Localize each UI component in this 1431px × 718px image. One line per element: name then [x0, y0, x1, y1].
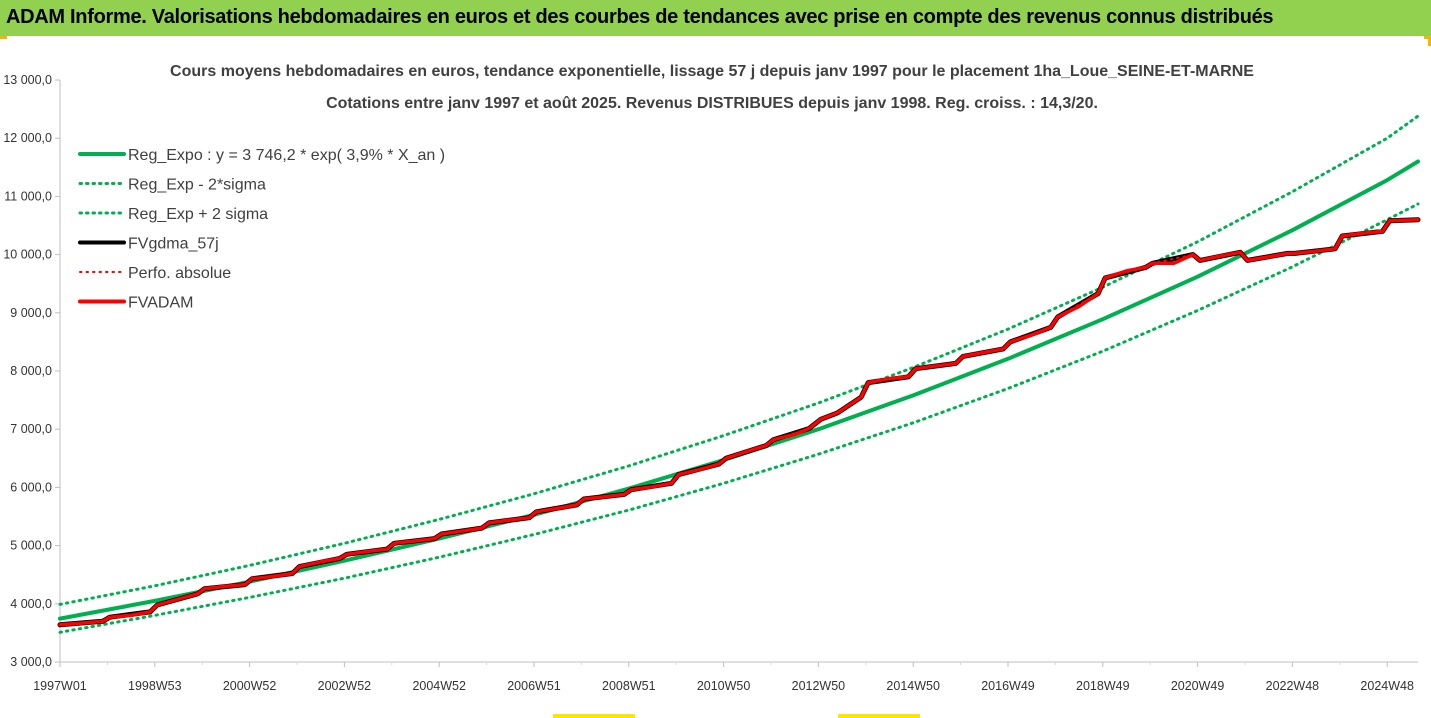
x-tick-label: 2000W52: [223, 679, 277, 693]
x-tick-label: 2016W49: [981, 679, 1035, 693]
page-title: ADAM Informe. Valorisations hebdomadaire…: [6, 6, 1274, 28]
perfo-absolue-line: [59, 218, 1419, 626]
reg-exp-plus-2sigma-line: [58, 114, 1420, 606]
legend-fvgdma-57j-label: FVgdma_57j: [128, 236, 219, 253]
selection-handle: [838, 714, 920, 718]
header-banner: ADAM Informe. Valorisations hebdomadaire…: [0, 0, 1431, 36]
y-tick-label: 4 000,0: [10, 597, 52, 611]
x-tick-label: 2022W48: [1266, 679, 1320, 693]
x-tick-label: 2006W51: [507, 679, 561, 693]
y-tick-label: 8 000,0: [10, 364, 52, 378]
chart-legend: Reg_Expo : y = 3 746,2 * exp( 3,9% * X_a…: [78, 147, 445, 312]
reg-exp-minus-2sigma-line: [58, 202, 1420, 634]
y-tick-label: 3 000,0: [10, 655, 52, 669]
y-tick-label: 11 000,0: [4, 189, 52, 203]
chart-axes: 3 000,0 4 000,0 5 000,0 6 000,0 7 000,0 8 000…: [3, 73, 1418, 693]
corner-accent-right: [1424, 36, 1431, 39]
x-tick-label: 2002W52: [318, 679, 372, 693]
x-tick-label: 2012W50: [792, 679, 846, 693]
legend-fvadam-label: FVADAM: [128, 295, 193, 312]
chart-title-line-2: Cotations entre janv 1997 et août 2025. …: [326, 95, 1098, 112]
x-tick-label: 2010W50: [697, 679, 751, 693]
y-tick-label: 12 000,0: [3, 131, 52, 145]
x-tick-label: 1998W53: [128, 679, 182, 693]
reg-expo-line: [58, 159, 1420, 621]
x-tick-label: 2008W51: [602, 679, 656, 693]
y-tick-label: 5 000,0: [10, 539, 52, 553]
y-tick-label: 6 000,0: [10, 480, 52, 494]
x-tick-label: 2020W49: [1171, 679, 1225, 693]
chart-series: [57, 114, 1421, 634]
y-tick-label: 10 000,0: [3, 248, 52, 262]
x-tick-label: 2014W50: [886, 679, 940, 693]
selection-handle: [553, 714, 635, 718]
legend-reg-exp-plus-2sigma-label: Reg_Exp + 2 sigma: [128, 206, 268, 223]
x-tick-label: 1997W01: [33, 679, 87, 693]
legend-perfo-absolue-label: Perfo. absolue: [128, 265, 231, 282]
x-tick-label: 2004W52: [412, 679, 466, 693]
fvgdma-57j-line: [57, 217, 1421, 628]
corner-accent-left: [0, 36, 7, 39]
y-tick-label: 13 000,0: [3, 73, 52, 87]
y-tick-label: 7 000,0: [10, 422, 52, 436]
y-tick-label: 9 000,0: [10, 306, 52, 320]
x-tick-label: 2024W48: [1360, 679, 1414, 693]
legend-reg-expo-label: Reg_Expo : y = 3 746,2 * exp( 3,9% * X_a…: [128, 147, 445, 164]
corner-accent-right-vertical: [1428, 36, 1431, 46]
legend-reg-exp-minus-2sigma-label: Reg_Exp - 2*sigma: [128, 177, 266, 194]
chart-title-line-1: Cours moyens hebdomadaires en euros, ten…: [170, 63, 1254, 80]
fvadam-line: [58, 217, 1420, 627]
x-tick-label: 2018W49: [1076, 679, 1130, 693]
